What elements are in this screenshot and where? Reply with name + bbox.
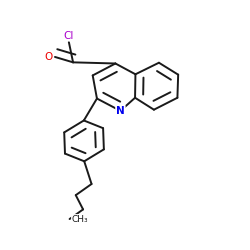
Text: CH₃: CH₃ xyxy=(72,214,88,224)
Text: N: N xyxy=(116,106,125,116)
Text: Cl: Cl xyxy=(64,31,74,41)
Text: O: O xyxy=(45,52,53,62)
